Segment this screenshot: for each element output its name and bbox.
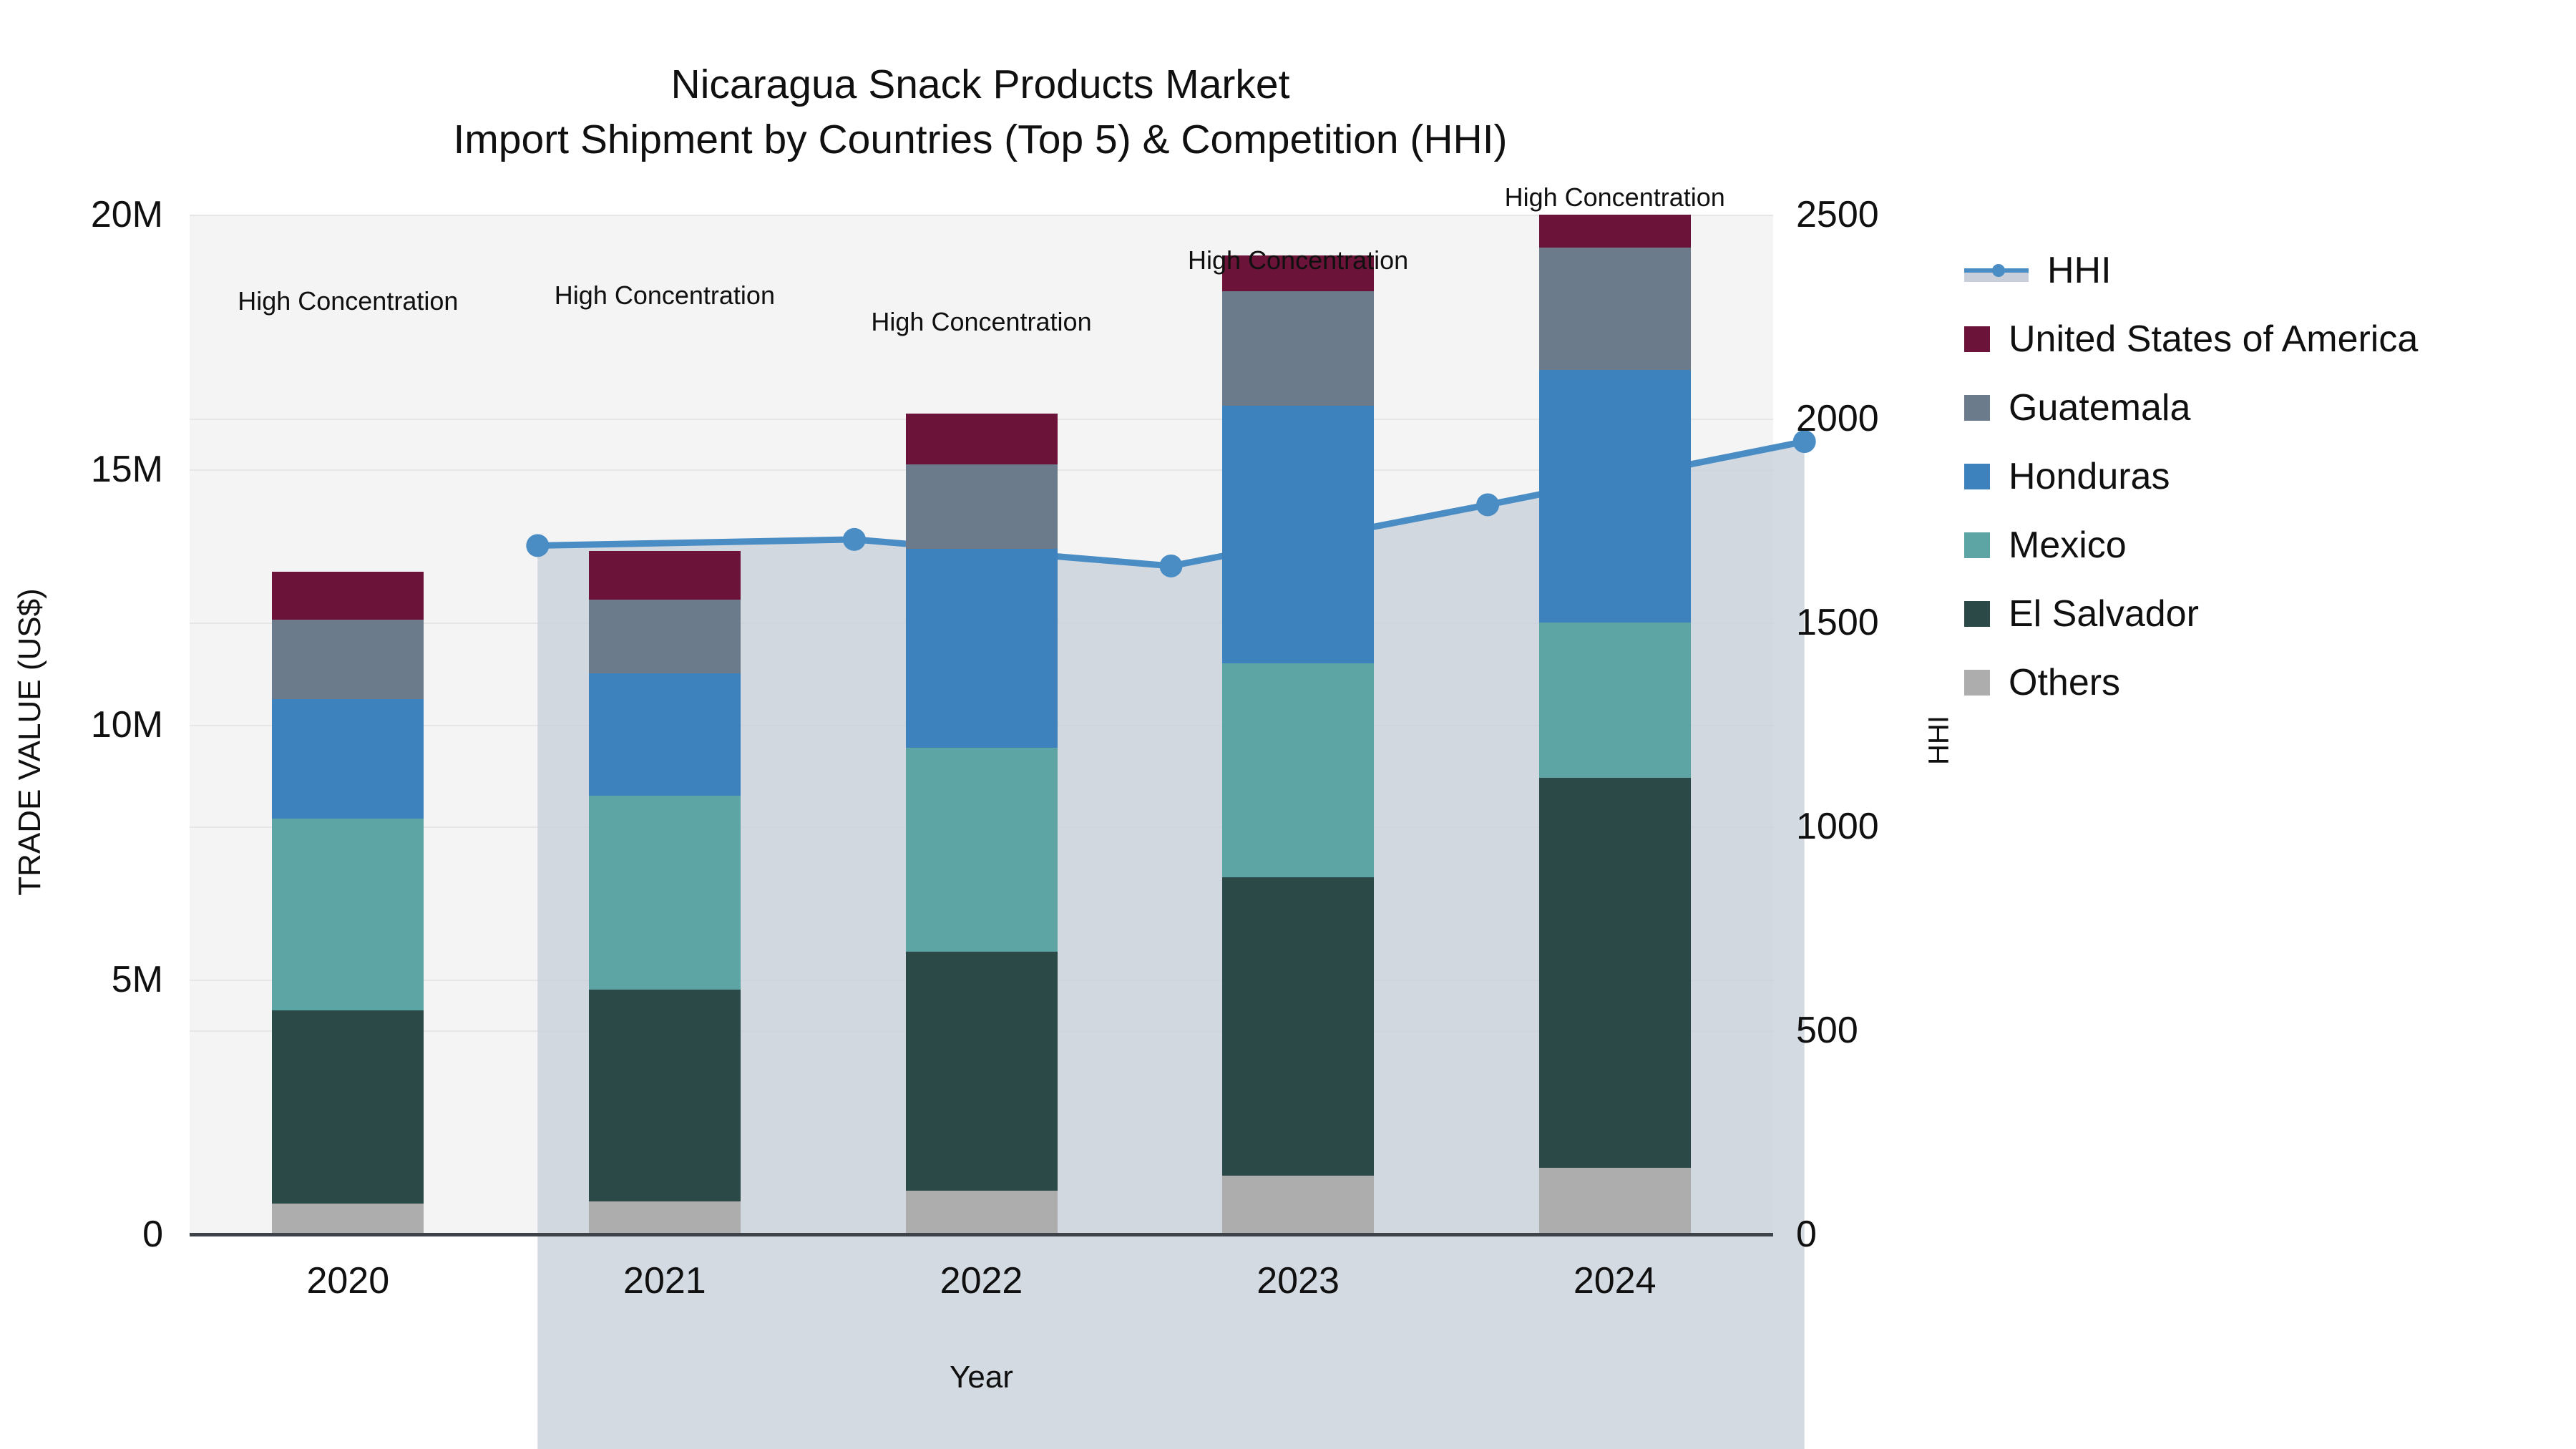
plot-area <box>190 215 1816 1449</box>
legend-label: El Salvador <box>2009 593 2199 635</box>
x-axis-tick-2022: 2022 <box>940 1260 1023 1302</box>
legend-swatch-icon <box>1964 395 1990 421</box>
bar-segment-united-states-of-america[interactable] <box>1538 215 1691 248</box>
bar-2024[interactable] <box>1538 215 1691 1234</box>
hhi-marker-2024[interactable] <box>1792 430 1816 454</box>
bar-2023[interactable] <box>1222 255 1375 1234</box>
legend-swatch-icon <box>1964 532 1990 558</box>
bar-segment-guatemala[interactable] <box>272 620 424 699</box>
legend-label: Mexico <box>2009 525 2127 566</box>
legend-swatch-icon <box>1964 670 1990 696</box>
bar-2020[interactable] <box>272 571 424 1234</box>
bar-segment-honduras[interactable] <box>1222 406 1375 663</box>
legend: HHI United States of America Guatemala Hond… <box>1964 236 2551 717</box>
bar-segment-honduras[interactable] <box>272 698 424 819</box>
legend-item-hhi[interactable]: HHI <box>1964 236 2551 305</box>
y-axis-left-tick: 0 <box>142 1214 163 1255</box>
y-axis-right-title: HHI <box>1923 716 1955 765</box>
bar-segment-others[interactable] <box>1538 1168 1691 1234</box>
y-axis-left-tick: 5M <box>111 958 163 1000</box>
hhi-marker-2020[interactable] <box>526 534 550 557</box>
bar-segment-united-states-of-america[interactable] <box>905 413 1058 465</box>
legend-label: HHI <box>2047 250 2112 291</box>
chart-title-block: Nicaragua Snack Products Market Import S… <box>0 57 1961 167</box>
annotation-high-concentration-2021: High Concentration <box>554 280 775 310</box>
bar-segment-others[interactable] <box>905 1191 1058 1234</box>
bar-segment-united-states-of-america[interactable] <box>588 551 741 600</box>
bar-segment-el-salvador[interactable] <box>588 990 741 1201</box>
bar-segment-guatemala[interactable] <box>588 599 741 674</box>
bar-segment-united-states-of-america[interactable] <box>1222 255 1375 291</box>
hhi-area-fill <box>537 441 1805 1449</box>
y-axis-right-tick: 2000 <box>1796 398 1879 439</box>
bar-segment-guatemala[interactable] <box>1538 248 1691 371</box>
bar-segment-el-salvador[interactable] <box>905 951 1058 1191</box>
bar-segment-el-salvador[interactable] <box>272 1010 424 1204</box>
y-axis-right-tick: 1500 <box>1796 602 1879 643</box>
chart-subtitle: Import Shipment by Countries (Top 5) & C… <box>453 116 1508 162</box>
bar-segment-mexico[interactable] <box>1222 663 1375 878</box>
legend-swatch-icon <box>1964 326 1990 352</box>
annotation-high-concentration-2022: High Concentration <box>871 306 1092 336</box>
legend-item-guatemala[interactable]: Guatemala <box>1964 374 2551 442</box>
annotation-high-concentration-2023: High Concentration <box>1188 245 1409 275</box>
legend-line-icon <box>1964 258 2029 283</box>
bar-segment-others[interactable] <box>272 1204 424 1234</box>
hhi-marker-2023[interactable] <box>1476 493 1500 517</box>
bar-segment-honduras[interactable] <box>1538 370 1691 623</box>
bar-segment-mexico[interactable] <box>905 747 1058 952</box>
y-axis-right-tick: 0 <box>1796 1214 1817 1255</box>
hhi-marker-2022[interactable] <box>1159 554 1183 577</box>
bar-2021[interactable] <box>588 551 741 1234</box>
legend-label: Honduras <box>2009 456 2170 497</box>
x-axis-line <box>190 1233 1773 1236</box>
legend-label: United States of America <box>2009 318 2419 360</box>
annotation-high-concentration-2020: High Concentration <box>238 286 459 316</box>
x-axis-title: Year <box>950 1360 1013 1395</box>
legend-item-el-salvador[interactable]: El Salvador <box>1964 580 2551 648</box>
y-axis-right-tick: 2500 <box>1796 194 1879 235</box>
legend-swatch-icon <box>1964 464 1990 489</box>
legend-item-others[interactable]: Others <box>1964 648 2551 717</box>
y-axis-left-tick: 15M <box>90 449 163 491</box>
bar-segment-el-salvador[interactable] <box>1222 877 1375 1176</box>
legend-label: Others <box>2009 662 2121 703</box>
y-axis-right-tick: 500 <box>1796 1010 1858 1051</box>
chart-title: Nicaragua Snack Products Market <box>670 62 1290 107</box>
x-axis-tick-2021: 2021 <box>623 1260 706 1302</box>
bar-segment-el-salvador[interactable] <box>1538 778 1691 1169</box>
bar-segment-united-states-of-america[interactable] <box>272 571 424 620</box>
legend-item-honduras[interactable]: Honduras <box>1964 442 2551 511</box>
bar-segment-guatemala[interactable] <box>905 464 1058 549</box>
hhi-marker-2021[interactable] <box>842 527 866 551</box>
x-axis-tick-2023: 2023 <box>1257 1260 1340 1302</box>
gridline <box>190 215 1773 216</box>
annotation-high-concentration-2024: High Concentration <box>1504 182 1725 213</box>
bar-segment-guatemala[interactable] <box>1222 291 1375 406</box>
bar-segment-honduras[interactable] <box>905 548 1058 748</box>
y-axis-left-title: TRADE VALUE (US$) <box>12 588 47 896</box>
bar-segment-others[interactable] <box>1222 1176 1375 1234</box>
legend-label: Guatemala <box>2009 387 2191 429</box>
bar-segment-honduras[interactable] <box>588 673 741 796</box>
legend-item-united-states-of-america[interactable]: United States of America <box>1964 305 2551 374</box>
bar-segment-mexico[interactable] <box>272 819 424 1010</box>
y-axis-right-tick: 1000 <box>1796 806 1879 847</box>
x-axis-tick-2020: 2020 <box>306 1260 390 1302</box>
y-axis-left-tick: 20M <box>90 194 163 235</box>
bar-segment-mexico[interactable] <box>588 796 741 990</box>
legend-swatch-icon <box>1964 601 1990 627</box>
y-axis-left-tick: 10M <box>90 703 163 746</box>
bar-segment-others[interactable] <box>588 1201 741 1234</box>
x-axis-tick-2024: 2024 <box>1573 1260 1657 1302</box>
legend-item-mexico[interactable]: Mexico <box>1964 511 2551 580</box>
bar-segment-mexico[interactable] <box>1538 623 1691 779</box>
bar-2022[interactable] <box>905 413 1058 1234</box>
legend-line-dot-icon <box>1992 264 2005 277</box>
